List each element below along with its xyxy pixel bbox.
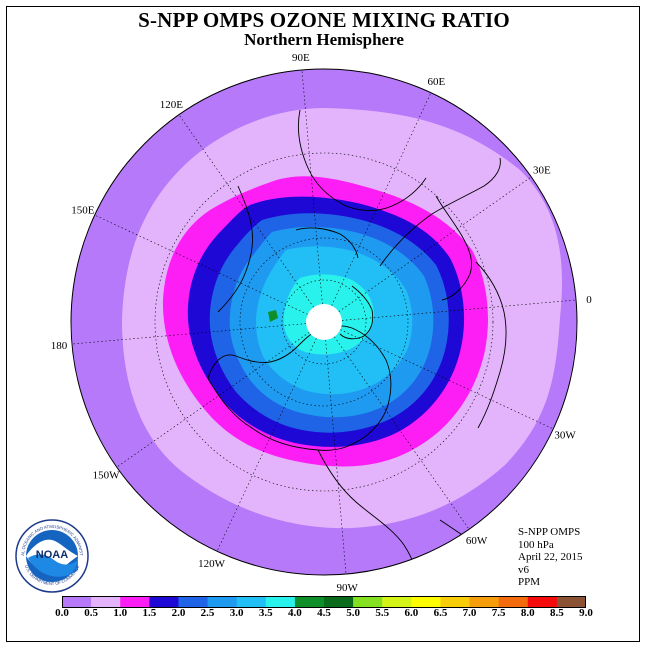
colorbar-tick: 7.5 bbox=[491, 607, 506, 619]
colorbar-swatch bbox=[265, 596, 296, 608]
colorbar-tick: 1.0 bbox=[113, 607, 128, 619]
logo-wordmark: NOAA bbox=[36, 549, 68, 561]
siberia-coast bbox=[217, 185, 253, 313]
colorbar-tick: 0.0 bbox=[55, 607, 69, 619]
colorbar-swatch bbox=[120, 596, 150, 608]
longitude-label: 120W bbox=[198, 558, 226, 570]
colorbar-tick: 5.5 bbox=[375, 607, 390, 619]
scandinavia-coast bbox=[435, 195, 473, 301]
instrument-label: S-NPP OMPS bbox=[518, 526, 581, 538]
meridian-line bbox=[341, 299, 577, 321]
longitude-label: 150W bbox=[93, 470, 121, 482]
longitude-label: 90E bbox=[292, 52, 310, 64]
longitude-label: 150E bbox=[71, 205, 95, 217]
longitude-label: 30W bbox=[554, 429, 576, 441]
colorbar-tick: 2.0 bbox=[171, 607, 186, 619]
meridian-line bbox=[71, 323, 307, 345]
colorbar-tick: 8.0 bbox=[520, 607, 535, 619]
latitude-circles bbox=[154, 152, 494, 492]
pressure-level-label: 100 hPa bbox=[518, 538, 554, 551]
longitude-label: 30E bbox=[533, 164, 551, 176]
colorbar-tick: 2.5 bbox=[200, 607, 215, 619]
arctic-islands-coast bbox=[295, 227, 359, 259]
longitude-label: 60E bbox=[428, 76, 446, 88]
colorbar-swatch bbox=[324, 596, 354, 608]
colorbar-swatch bbox=[498, 596, 529, 608]
colorbar-tick: 3.0 bbox=[229, 607, 244, 619]
colorbar-border bbox=[62, 596, 586, 608]
colorbar-swatch bbox=[62, 596, 92, 608]
date-label: April 22, 2015 bbox=[518, 551, 583, 563]
colorbar-tick-labels: 0.0 0.5 1.0 1.5 2.0 2.5 3.0 3.5 4.0 4.5 5.0 5.5 6.0 6… bbox=[0, 607, 648, 621]
colorbar-swatch bbox=[353, 596, 383, 608]
colorbar-swatch bbox=[294, 596, 325, 608]
colorbar-swatch bbox=[91, 596, 121, 608]
colorbar-swatch bbox=[469, 596, 500, 608]
figure-frame bbox=[6, 6, 640, 642]
colorbar-swatch bbox=[236, 596, 267, 608]
longitude-label: 90W bbox=[336, 582, 358, 594]
meridian-line bbox=[325, 339, 347, 575]
colorbar-swatch bbox=[440, 596, 471, 608]
colorbar bbox=[62, 596, 586, 608]
colorbar-swatch bbox=[178, 596, 209, 608]
longitude-label: 0 bbox=[586, 294, 592, 306]
africa-coast bbox=[475, 261, 507, 429]
colorbar-swatch bbox=[207, 596, 238, 608]
colorbar-tick: 8.5 bbox=[550, 607, 564, 619]
map-subtitle: Northern Hemisphere bbox=[244, 30, 404, 49]
colorbar-swatch bbox=[149, 596, 179, 608]
meridian-line bbox=[94, 214, 308, 315]
colorbar-swatch bbox=[527, 596, 558, 608]
colorbar-tick: 9.0 bbox=[579, 607, 593, 619]
noaa-logo: NOAA NATIONAL OCEANIC AND ATMOSPHERIC AD… bbox=[14, 518, 89, 593]
colorbar-swatch bbox=[382, 596, 412, 608]
meridian-line bbox=[331, 92, 432, 306]
map-outline bbox=[70, 68, 578, 576]
meridian-line bbox=[338, 176, 532, 312]
colorbar-tick: 6.0 bbox=[404, 607, 419, 619]
colorbar-tick: 7.0 bbox=[462, 607, 477, 619]
asia-coast bbox=[297, 109, 427, 211]
version-label: v6 bbox=[518, 563, 529, 576]
colorbar-swatch bbox=[411, 596, 441, 608]
greenland-coast bbox=[339, 285, 374, 340]
europe-coast bbox=[379, 157, 501, 267]
colorbar-tick: 5.0 bbox=[346, 607, 360, 619]
contour-band-4.0-4.5 bbox=[268, 310, 278, 322]
coastlines bbox=[207, 109, 521, 575]
meridian-lines bbox=[71, 69, 577, 575]
meridian-line bbox=[301, 69, 323, 305]
colorbar-swatch bbox=[556, 596, 586, 608]
product-info: S-NPP OMPS 100 hPa April 22, 2015 v6 PPM bbox=[518, 526, 582, 589]
longitude-label: 180 bbox=[51, 340, 68, 352]
map-title: S-NPP OMPS OZONE MIXING RATIO bbox=[138, 8, 510, 32]
longitude-label: 120E bbox=[160, 99, 184, 111]
longitude-labels: 90E 60E 30E 0 30W 60W 90W 120W 150W 180 150E 120E bbox=[51, 52, 592, 594]
colorbar-tick: 4.5 bbox=[317, 607, 331, 619]
north-america-coast bbox=[207, 325, 392, 451]
colorbar-tick: 3.5 bbox=[258, 607, 273, 619]
units-label: PPM bbox=[518, 576, 541, 588]
meridian-line bbox=[334, 336, 470, 530]
colorbar-tick: 1.5 bbox=[142, 607, 157, 619]
colorbar-tick: 4.0 bbox=[288, 607, 302, 619]
longitude-label: 60W bbox=[466, 535, 488, 547]
colorbar-tick: 0.5 bbox=[84, 607, 98, 619]
polar-no-data-hole bbox=[306, 304, 342, 340]
colorbar-tick: 6.5 bbox=[433, 607, 448, 619]
